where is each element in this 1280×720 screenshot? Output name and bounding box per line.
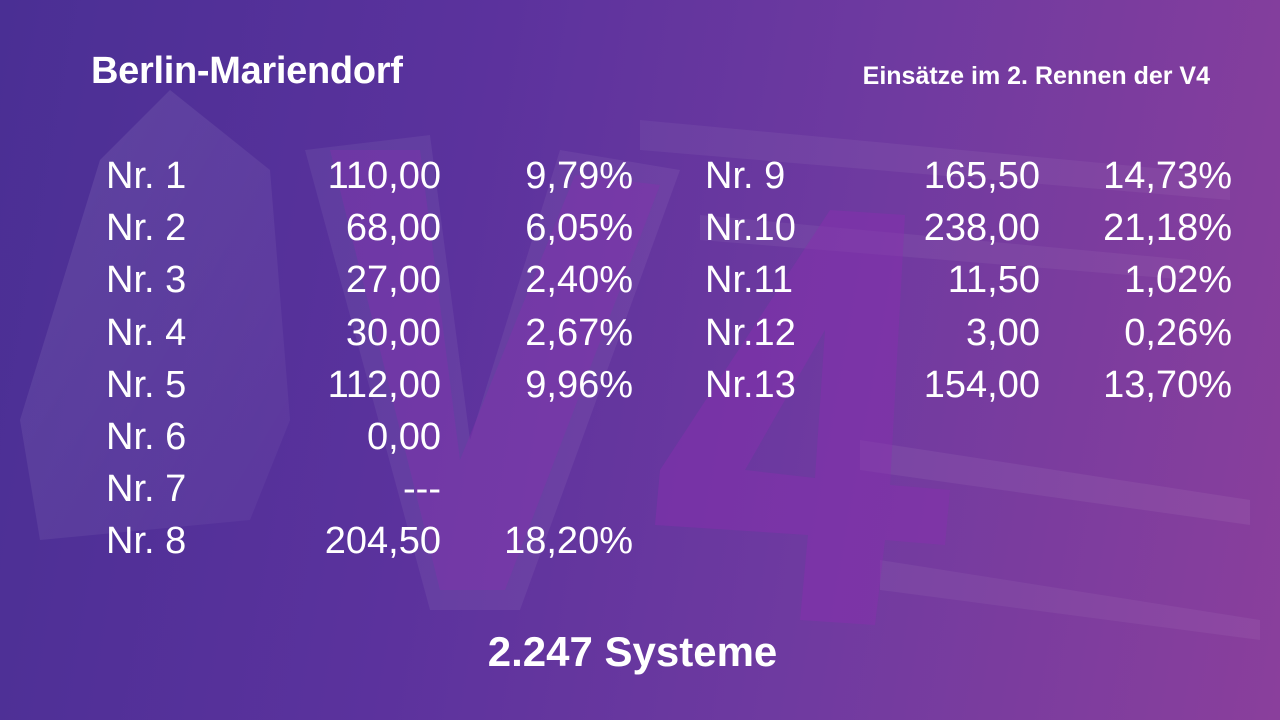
- row-amount: 27,00: [345, 259, 441, 302]
- row-percent: 0,26%: [1124, 311, 1232, 354]
- row-percent: 14,73%: [1103, 155, 1232, 197]
- page-subtitle: Einsätze im 2. Rennen der V4: [862, 62, 1210, 90]
- row-label: Nr.10: [705, 207, 796, 250]
- row-percent: 13,70%: [1103, 363, 1232, 406]
- row-percent: 1,02%: [1124, 259, 1232, 302]
- row-label: Nr. 8: [106, 520, 187, 563]
- row-label: Nr.12: [705, 311, 796, 354]
- row-amount: 110,00: [327, 155, 441, 197]
- row-label: Nr. 2: [106, 207, 187, 250]
- row-amount: 154,00: [923, 363, 1040, 406]
- page-title: Berlin-Mariendorf: [91, 50, 403, 92]
- row-amount: 238,00: [923, 207, 1040, 250]
- row-label: Nr. 5: [106, 363, 187, 406]
- row-amount: 3,00: [966, 311, 1040, 354]
- row-amount: 112,00: [327, 363, 441, 406]
- row-label: Nr. 7: [106, 468, 187, 511]
- row-percent: 9,79%: [525, 155, 633, 197]
- row-amount: 11,50: [947, 259, 1040, 302]
- row-label: Nr. 1: [106, 155, 187, 197]
- row-percent: 2,67%: [525, 311, 633, 354]
- row-label: Nr.11: [705, 259, 794, 302]
- row-amount: 204,50: [324, 520, 441, 563]
- row-amount: 30,00: [345, 311, 441, 354]
- row-amount: 0,00: [367, 415, 441, 458]
- row-percent: 2,40%: [525, 259, 633, 302]
- row-label: Nr. 9: [705, 155, 786, 197]
- row-percent: 21,18%: [1103, 207, 1232, 250]
- row-percent: 18,20%: [504, 520, 633, 563]
- row-label: Nr. 3: [106, 259, 187, 302]
- row-amount: 165,50: [923, 155, 1040, 197]
- systems-count: 2.247 Systeme: [487, 628, 778, 675]
- row-label: Nr.13: [705, 363, 796, 406]
- row-amount: ---: [403, 468, 441, 511]
- row-amount: 68,00: [345, 207, 441, 250]
- row-percent: 6,05%: [525, 207, 633, 250]
- row-label: Nr. 4: [106, 311, 187, 354]
- row-label: Nr. 6: [106, 415, 187, 458]
- row-percent: 9,96%: [525, 363, 633, 406]
